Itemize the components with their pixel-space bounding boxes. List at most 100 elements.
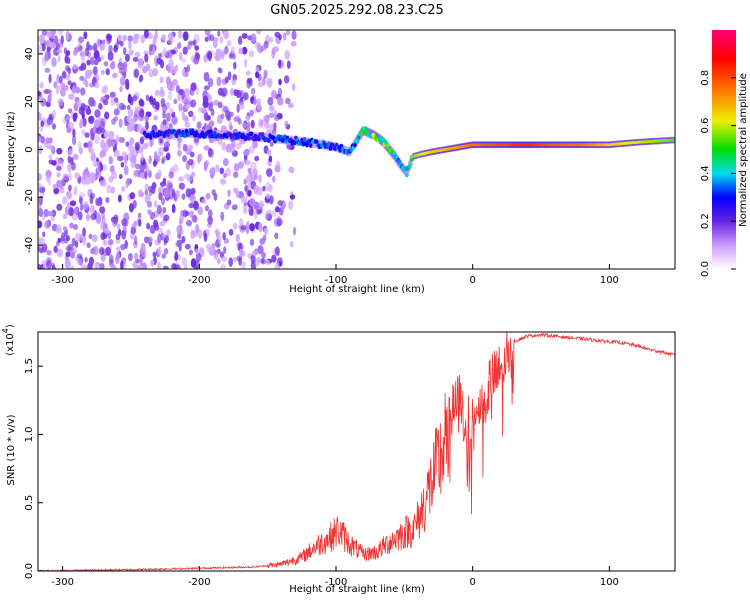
spectrogram-noise-cell	[178, 224, 183, 232]
spectrogram-ridge-cell	[209, 129, 213, 135]
spectrogram-noise-cell	[88, 147, 95, 154]
spectrogram-noise-cell	[216, 76, 222, 87]
spectrogram-noise-cell	[94, 82, 100, 89]
spectrogram-noise-cell	[157, 262, 162, 269]
spectrogram-noise-cell	[192, 114, 196, 122]
spectrogram-noise-cell	[266, 149, 272, 156]
spectrogram-noise-cell	[284, 120, 289, 127]
spectrogram-noise-cell	[230, 46, 236, 53]
spectrogram-noise-cell	[181, 57, 186, 64]
spectrogram-noise-cell	[61, 70, 67, 79]
spectrogram-noise-cell	[123, 156, 128, 166]
spectrogram-noise-cell	[162, 177, 167, 184]
spectrogram-noise-cell	[94, 109, 101, 118]
spectrogram-noise-cell	[77, 258, 83, 266]
spectrogram-noise-cell	[264, 259, 271, 265]
spectrogram-noise-cell	[97, 56, 102, 63]
spectrogram-noise-cell	[98, 102, 103, 110]
spectrogram-noise-cell	[112, 216, 119, 225]
spectrogram-noise-cell	[204, 159, 210, 168]
spectrogram-noise-cell	[110, 141, 116, 148]
spectrogram-noise-cell	[134, 235, 138, 245]
spectrogram-noise-cell	[137, 219, 142, 227]
spectrogram-noise-cell	[103, 99, 109, 106]
spectrogram-noise-cell	[48, 73, 52, 84]
spectrogram-noise-cell	[118, 174, 123, 180]
spectrogram-noise-cell	[257, 245, 264, 255]
spectrogram-noise-cell	[156, 57, 163, 65]
spectrogram-noise-cell	[152, 160, 157, 167]
spectrogram-noise-cell	[217, 258, 221, 265]
spectrogram-noise-cell	[266, 168, 273, 178]
spectrogram-x-label: Height of straight line (km)	[289, 284, 425, 295]
spectrogram-noise-cell	[40, 120, 45, 127]
spectrogram-noise-cell	[74, 86, 81, 94]
spectrogram-noise-cell	[39, 82, 44, 89]
spectrogram-noise-cell	[256, 42, 261, 53]
spectrogram-noise-cell	[223, 246, 227, 255]
spectrogram-noise-cell	[193, 39, 197, 47]
spectrogram-noise-cell	[162, 119, 167, 126]
spectrogram-noise-cell	[60, 35, 64, 45]
spectrogram-noise-cell	[66, 115, 71, 121]
spectrogram-noise-cell	[203, 85, 210, 91]
spectrogram-noise-cell	[178, 103, 183, 112]
spectrogram-noise-cell	[68, 206, 74, 217]
spectrogram-marks	[38, 30, 675, 269]
spectrogram-noise-cell	[147, 32, 153, 40]
spectrogram-noise-cell	[262, 234, 267, 241]
spectrogram-noise-cell	[81, 129, 86, 136]
svg-text:(x104): (x104)	[1, 324, 16, 356]
spectrogram-noise-cell	[148, 155, 152, 165]
spectrogram-noise-cell	[242, 204, 248, 210]
spectrogram-noise-cell	[56, 147, 63, 155]
spectrogram-noise-cell	[113, 116, 119, 122]
snr-x-tick-label: -300	[51, 577, 74, 588]
spectrogram-noise-cell	[139, 163, 145, 173]
spectrogram-noise-cell	[214, 228, 219, 235]
spectrogram-noise-cell	[153, 223, 160, 231]
spectrogram-noise-cell	[46, 144, 53, 150]
spectrogram-noise-cell	[185, 103, 190, 110]
spectrogram-noise-cell	[278, 59, 282, 69]
spectrogram-noise-cell	[132, 261, 138, 268]
spectrogram-noise-cell	[190, 99, 197, 108]
spectrogram-noise-cell	[121, 229, 127, 240]
spectrogram-noise-cell	[197, 229, 203, 240]
spectrogram-noise-cell	[259, 119, 264, 127]
spectrogram-noise-cell	[157, 52, 162, 59]
spectrogram-noise-cell	[272, 175, 276, 183]
spectrogram-noise-cell	[108, 254, 114, 264]
spectrogram-noise-cell	[163, 214, 170, 221]
spectrogram-noise-cell	[212, 38, 218, 49]
spectrogram-noise-cell	[248, 210, 254, 217]
spectrogram-noise-cell	[125, 141, 130, 147]
spectrogram-noise-cell	[286, 30, 290, 36]
spectrogram-noise-cell	[64, 54, 69, 64]
spectrogram-noise-cell	[144, 189, 149, 196]
spectrogram-noise-cell	[38, 195, 43, 206]
spectrogram-noise-cell	[163, 141, 171, 149]
spectrogram-noise-cell	[208, 102, 213, 112]
spectrogram-noise-cell	[193, 56, 200, 65]
spectrogram-noise-cell	[103, 131, 108, 139]
spectrogram-noise-cell	[220, 263, 226, 269]
spectrogram-noise-cell	[233, 187, 238, 194]
spectrogram-noise-cell	[176, 43, 181, 49]
spectrogram-noise-cell	[56, 248, 63, 258]
spectrogram-noise-cell	[274, 165, 281, 173]
spectrogram-noise-cell	[84, 257, 88, 263]
spectrogram-noise-cell	[186, 219, 193, 227]
spectrogram-noise-cell	[249, 223, 255, 232]
spectrogram-noise-cell	[213, 250, 219, 260]
spectrogram-noise-cell	[215, 48, 222, 58]
spectrogram-noise-cell	[261, 251, 266, 259]
spectrogram-noise-cell	[82, 227, 86, 237]
spectrogram-noise-cell	[134, 142, 140, 151]
spectrogram-noise-cell	[62, 173, 69, 181]
spectrogram-noise-cell	[255, 71, 260, 79]
spectrogram-noise-cell	[227, 71, 232, 81]
spectrogram-noise-cell	[137, 113, 145, 122]
spectrogram-noise-cell	[42, 231, 46, 238]
spectrogram-noise-cell	[285, 97, 291, 105]
